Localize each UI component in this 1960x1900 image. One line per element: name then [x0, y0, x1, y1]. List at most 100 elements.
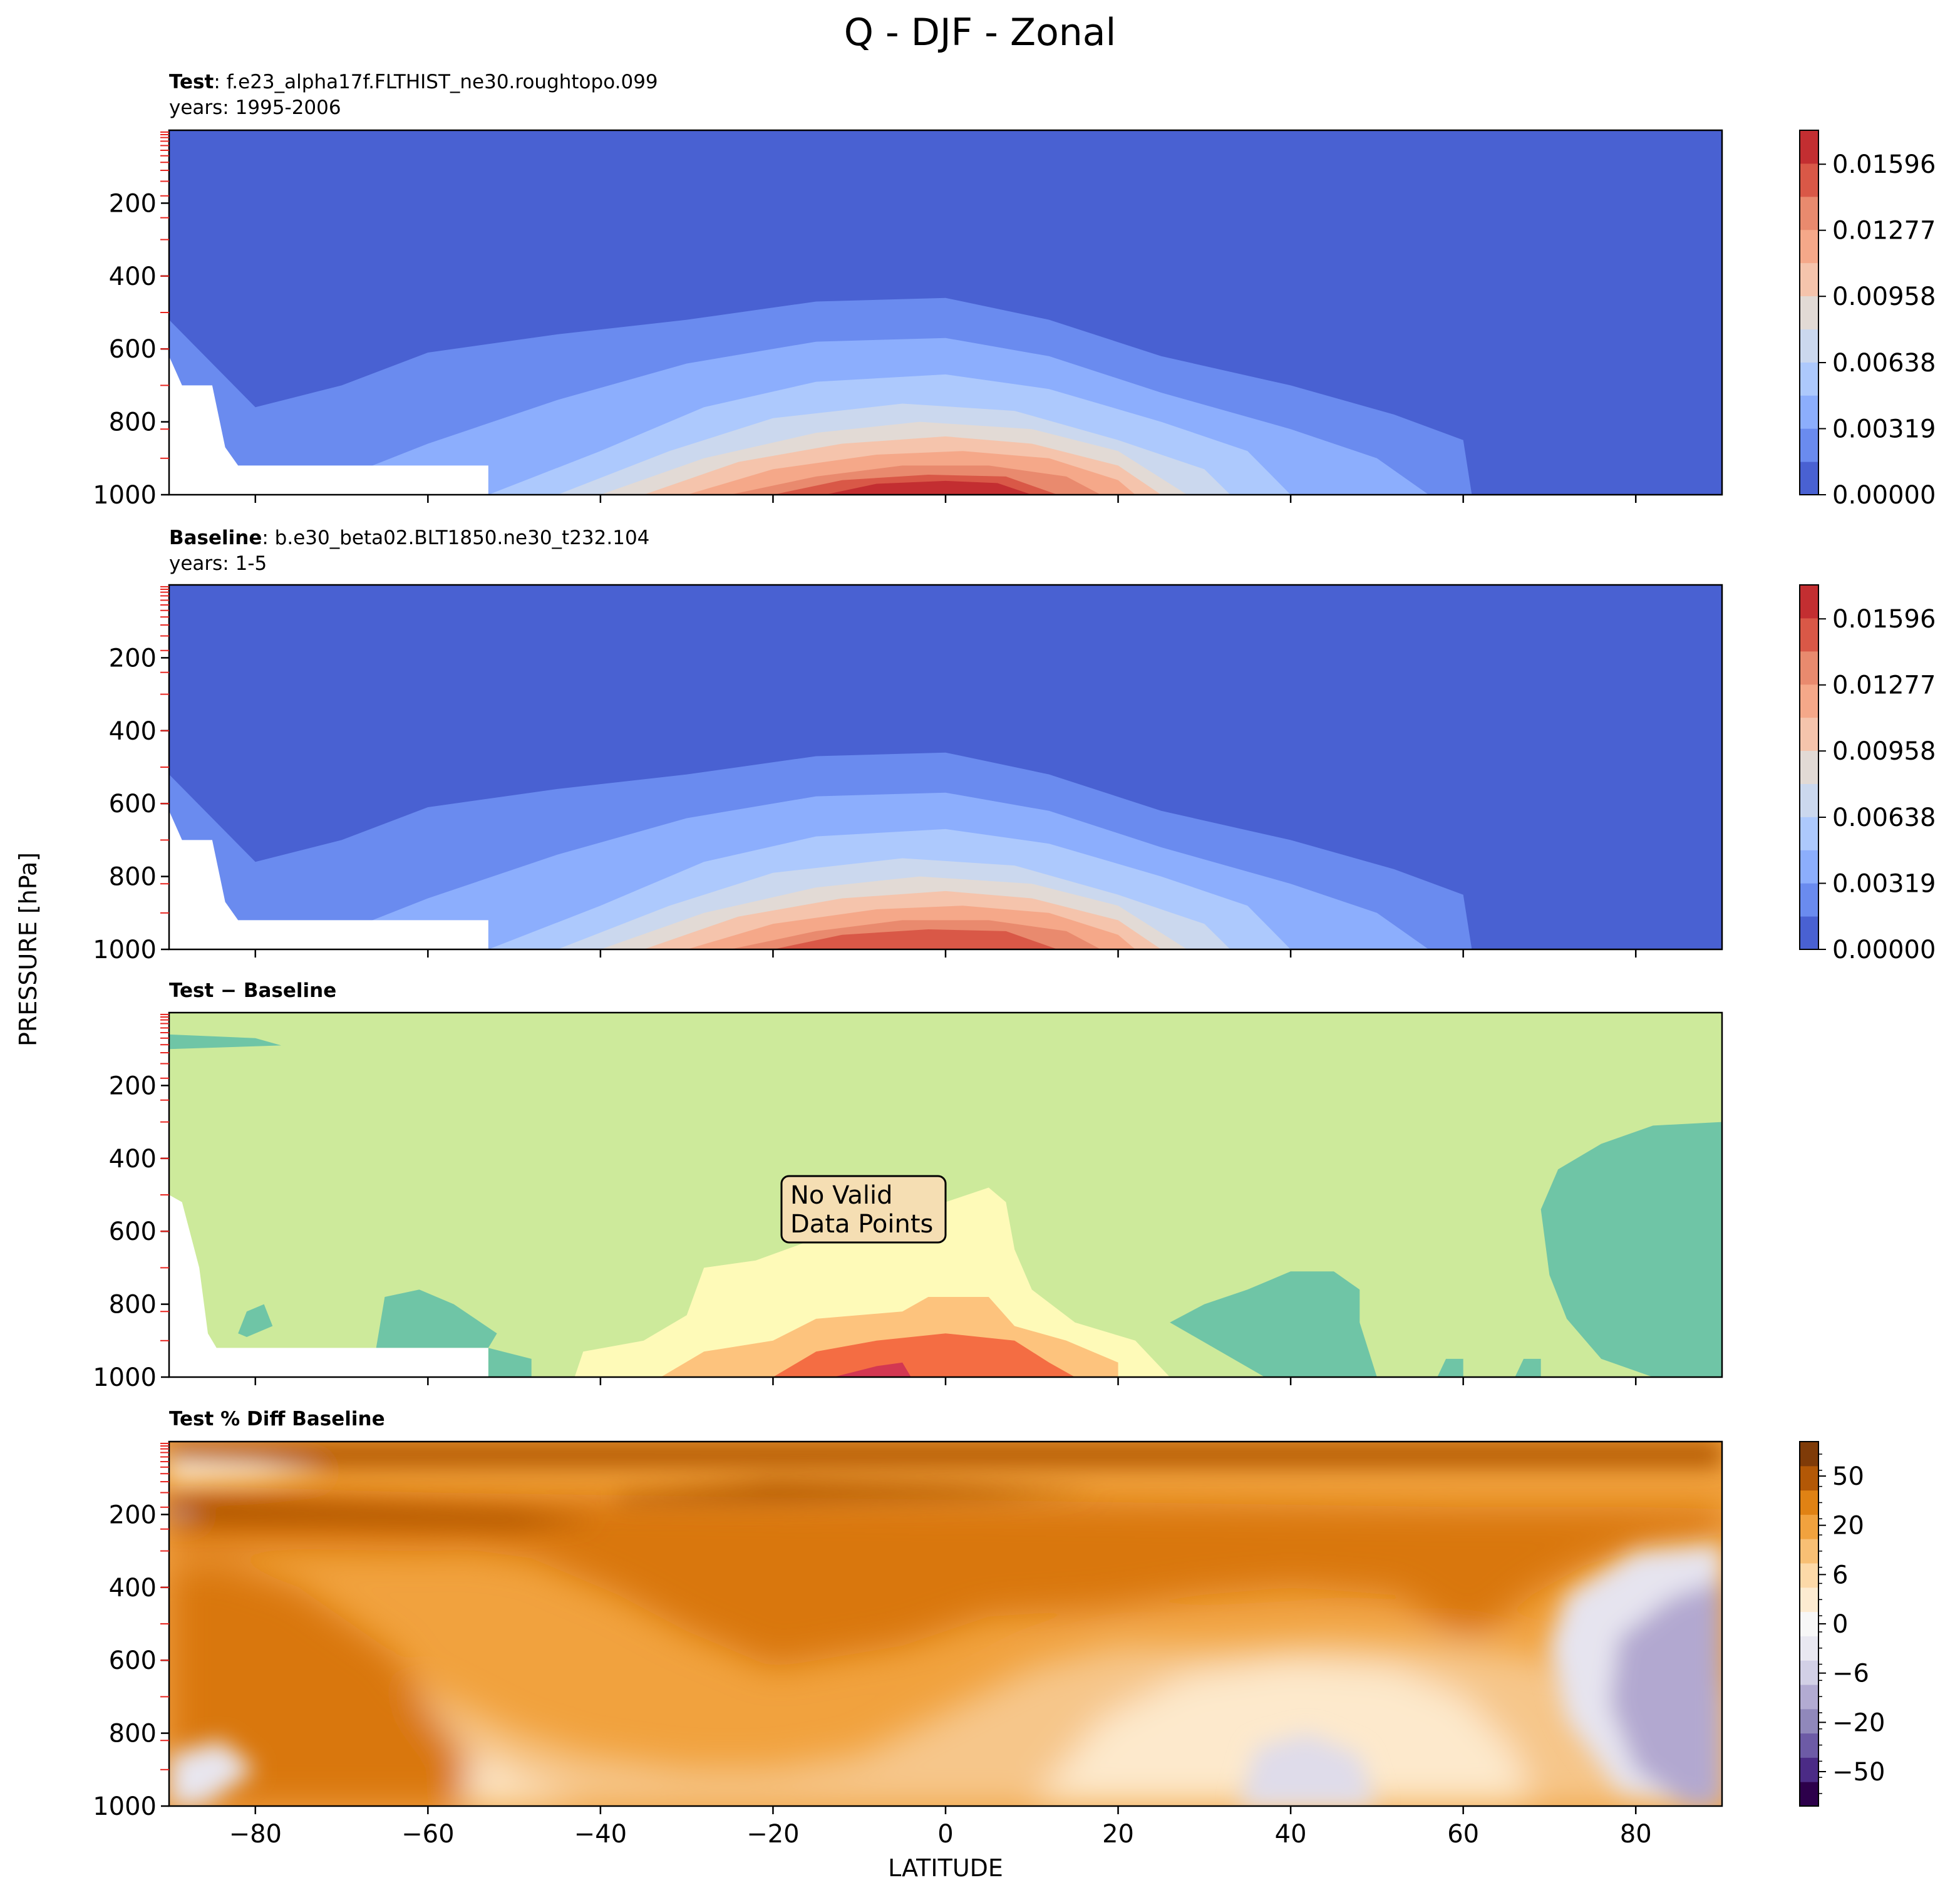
- test-plot-area: [169, 130, 1722, 495]
- colorbar-segment: [1800, 783, 1818, 817]
- colorbar-segment: [1800, 1563, 1818, 1588]
- colorbar-frame: [1799, 130, 1819, 495]
- colorbar-segment: [1800, 428, 1818, 462]
- colorbar-tick-label: 0.01596: [1832, 150, 1936, 179]
- diff-teal-region: [1437, 1358, 1463, 1377]
- y-tick-label: 800: [109, 408, 157, 437]
- colorbar-segment: [1800, 462, 1818, 495]
- y-tick-label: 400: [109, 717, 157, 746]
- x-tick-label: 20: [1102, 1820, 1134, 1849]
- annotation-line-2: Data Points: [790, 1210, 933, 1239]
- x-axis-label: LATITUDE: [888, 1854, 1003, 1882]
- pct-white-spot: [169, 1512, 204, 1517]
- pct-darker-jet: [169, 1496, 601, 1529]
- colorbar-tick-label: 0.00319: [1832, 870, 1936, 899]
- baseline-axes: 200 400 600 800 1000: [93, 584, 1723, 964]
- diff-teal-region: [1170, 1271, 1377, 1377]
- diff-teal-region: [1540, 1122, 1722, 1377]
- figure-title: Q - DJF - Zonal: [844, 11, 1117, 54]
- pct-lilac-patch: [169, 1740, 255, 1806]
- colorbar-segment: [1800, 1782, 1818, 1807]
- colorbar-segment: [1800, 163, 1818, 197]
- colorbar-segment: [1800, 1539, 1818, 1564]
- colorbar-tick-label: 0.01596: [1832, 605, 1936, 634]
- test-axes: 200 400 600 800 1000: [93, 129, 1723, 510]
- diff-teal-region: [1515, 1358, 1541, 1377]
- colorbar-tick-label: 0.01277: [1832, 217, 1936, 245]
- colorbar-segment: [1800, 817, 1818, 850]
- colorbar-segment: [1800, 1708, 1818, 1734]
- x-tick-label: 40: [1275, 1820, 1307, 1849]
- colorbar-segment: [1800, 229, 1818, 264]
- baseline-panel: Baseline: b.e30_beta02.BLT1850.ne30_t232…: [93, 527, 1936, 964]
- pct-lilac-patch: [1239, 1733, 1377, 1806]
- y-tick-label: 1000: [93, 1792, 157, 1821]
- y-tick-label: 1000: [93, 936, 157, 964]
- baseline-panel-years: years: 1-5: [169, 552, 267, 575]
- pct-darker-jet: [617, 1482, 1101, 1504]
- colorbar-segment: [1800, 684, 1818, 718]
- colorbar-segment: [1800, 1611, 1818, 1636]
- pctdiff-plot-area: [169, 1442, 1722, 1806]
- contour-band-peak: [825, 480, 1032, 495]
- colorbar-segment: [1800, 395, 1818, 429]
- x-tick-label: −60: [401, 1820, 454, 1849]
- colorbar-segment: [1800, 1514, 1818, 1539]
- annotation-line-1: No Valid: [790, 1181, 893, 1210]
- x-tick-label: 60: [1447, 1820, 1479, 1849]
- diff-red-region: [773, 1333, 1075, 1377]
- colorbar-segment: [1800, 1660, 1818, 1685]
- y-tick-label: 600: [109, 335, 157, 364]
- y-tick-label: 600: [109, 1646, 157, 1675]
- test-panel: Test: f.e23_alpha17f.FLTHIST_ne30.rought…: [93, 71, 1936, 510]
- colorbar-tick-label: −20: [1832, 1708, 1885, 1737]
- colorbar-segment: [1800, 196, 1818, 230]
- x-tick-label: −40: [574, 1820, 627, 1849]
- diff-crimson-region: [833, 1362, 911, 1377]
- colorbar-tick-label: 50: [1832, 1462, 1864, 1491]
- colorbar-frame: [1799, 584, 1819, 950]
- test-colorbar: 0.00000 0.00319 0.00638 0.00958 0.01277 0.015…: [1799, 130, 1936, 510]
- y-tick-label: 600: [109, 790, 157, 818]
- diff-teal-region: [169, 1034, 282, 1050]
- diff-axes: 200 400 600 800 1000: [93, 1011, 1723, 1392]
- diff-teal-region: [488, 1348, 532, 1377]
- x-tick-label: −20: [746, 1820, 799, 1849]
- colorbar-tick-label: −6: [1832, 1660, 1869, 1688]
- colorbar-tick-label: 0.00958: [1832, 282, 1936, 311]
- colorbar-tick-label: −50: [1832, 1758, 1885, 1787]
- no-valid-data-annotation: No Valid Data Points: [780, 1175, 947, 1244]
- colorbar-segment: [1800, 1733, 1818, 1758]
- x-tick-label: −80: [229, 1820, 282, 1849]
- baseline-plot-area: [169, 585, 1722, 949]
- colorbar-segment: [1800, 585, 1818, 619]
- pctdiff-axes: −80 −60 −40 −20 0 20 40 60 80 200 400 600 800 1000: [93, 1440, 1723, 1849]
- y-tick-label: 200: [109, 1500, 157, 1529]
- y-tick-label: 400: [109, 1145, 157, 1174]
- diff-panel: Test − Baseline 200 400 600 800 1000 No Vali…: [93, 979, 1723, 1392]
- colorbar-segment: [1800, 717, 1818, 751]
- test-panel-title: Test: f.e23_alpha17f.FLTHIST_ne30.rought…: [169, 71, 658, 93]
- colorbar-segment: [1800, 329, 1818, 363]
- pctdiff-panel-title: Test % Diff Baseline: [169, 1408, 385, 1430]
- topography-mask: [169, 1195, 488, 1377]
- colorbar-tick-label: 0.00638: [1832, 803, 1936, 832]
- colorbar-tick-label: 0.00319: [1832, 415, 1936, 444]
- y-axis-label: PRESSURE [hPa]: [14, 852, 42, 1046]
- colorbar-segment: [1800, 750, 1818, 784]
- y-tick-label: 200: [109, 189, 157, 218]
- pct-darker-cap: [169, 1442, 1722, 1467]
- colorbar-segment: [1800, 850, 1818, 884]
- diff-panel-title: Test − Baseline: [169, 979, 336, 1002]
- topography-mask: [169, 810, 488, 949]
- colorbar-tick-label: 0.00958: [1832, 737, 1936, 766]
- colorbar-segment: [1800, 651, 1818, 685]
- colorbar-segment: [1800, 1685, 1818, 1710]
- y-tick-label: 200: [109, 1071, 157, 1100]
- colorbar-tick-label: 0.00000: [1832, 481, 1936, 510]
- colorbar-segment: [1800, 1757, 1818, 1782]
- colorbar-segment: [1800, 130, 1818, 164]
- contour-band-9: [773, 929, 1058, 949]
- colorbar-segment: [1800, 883, 1818, 917]
- pct-detail-layer: [169, 1442, 1722, 1806]
